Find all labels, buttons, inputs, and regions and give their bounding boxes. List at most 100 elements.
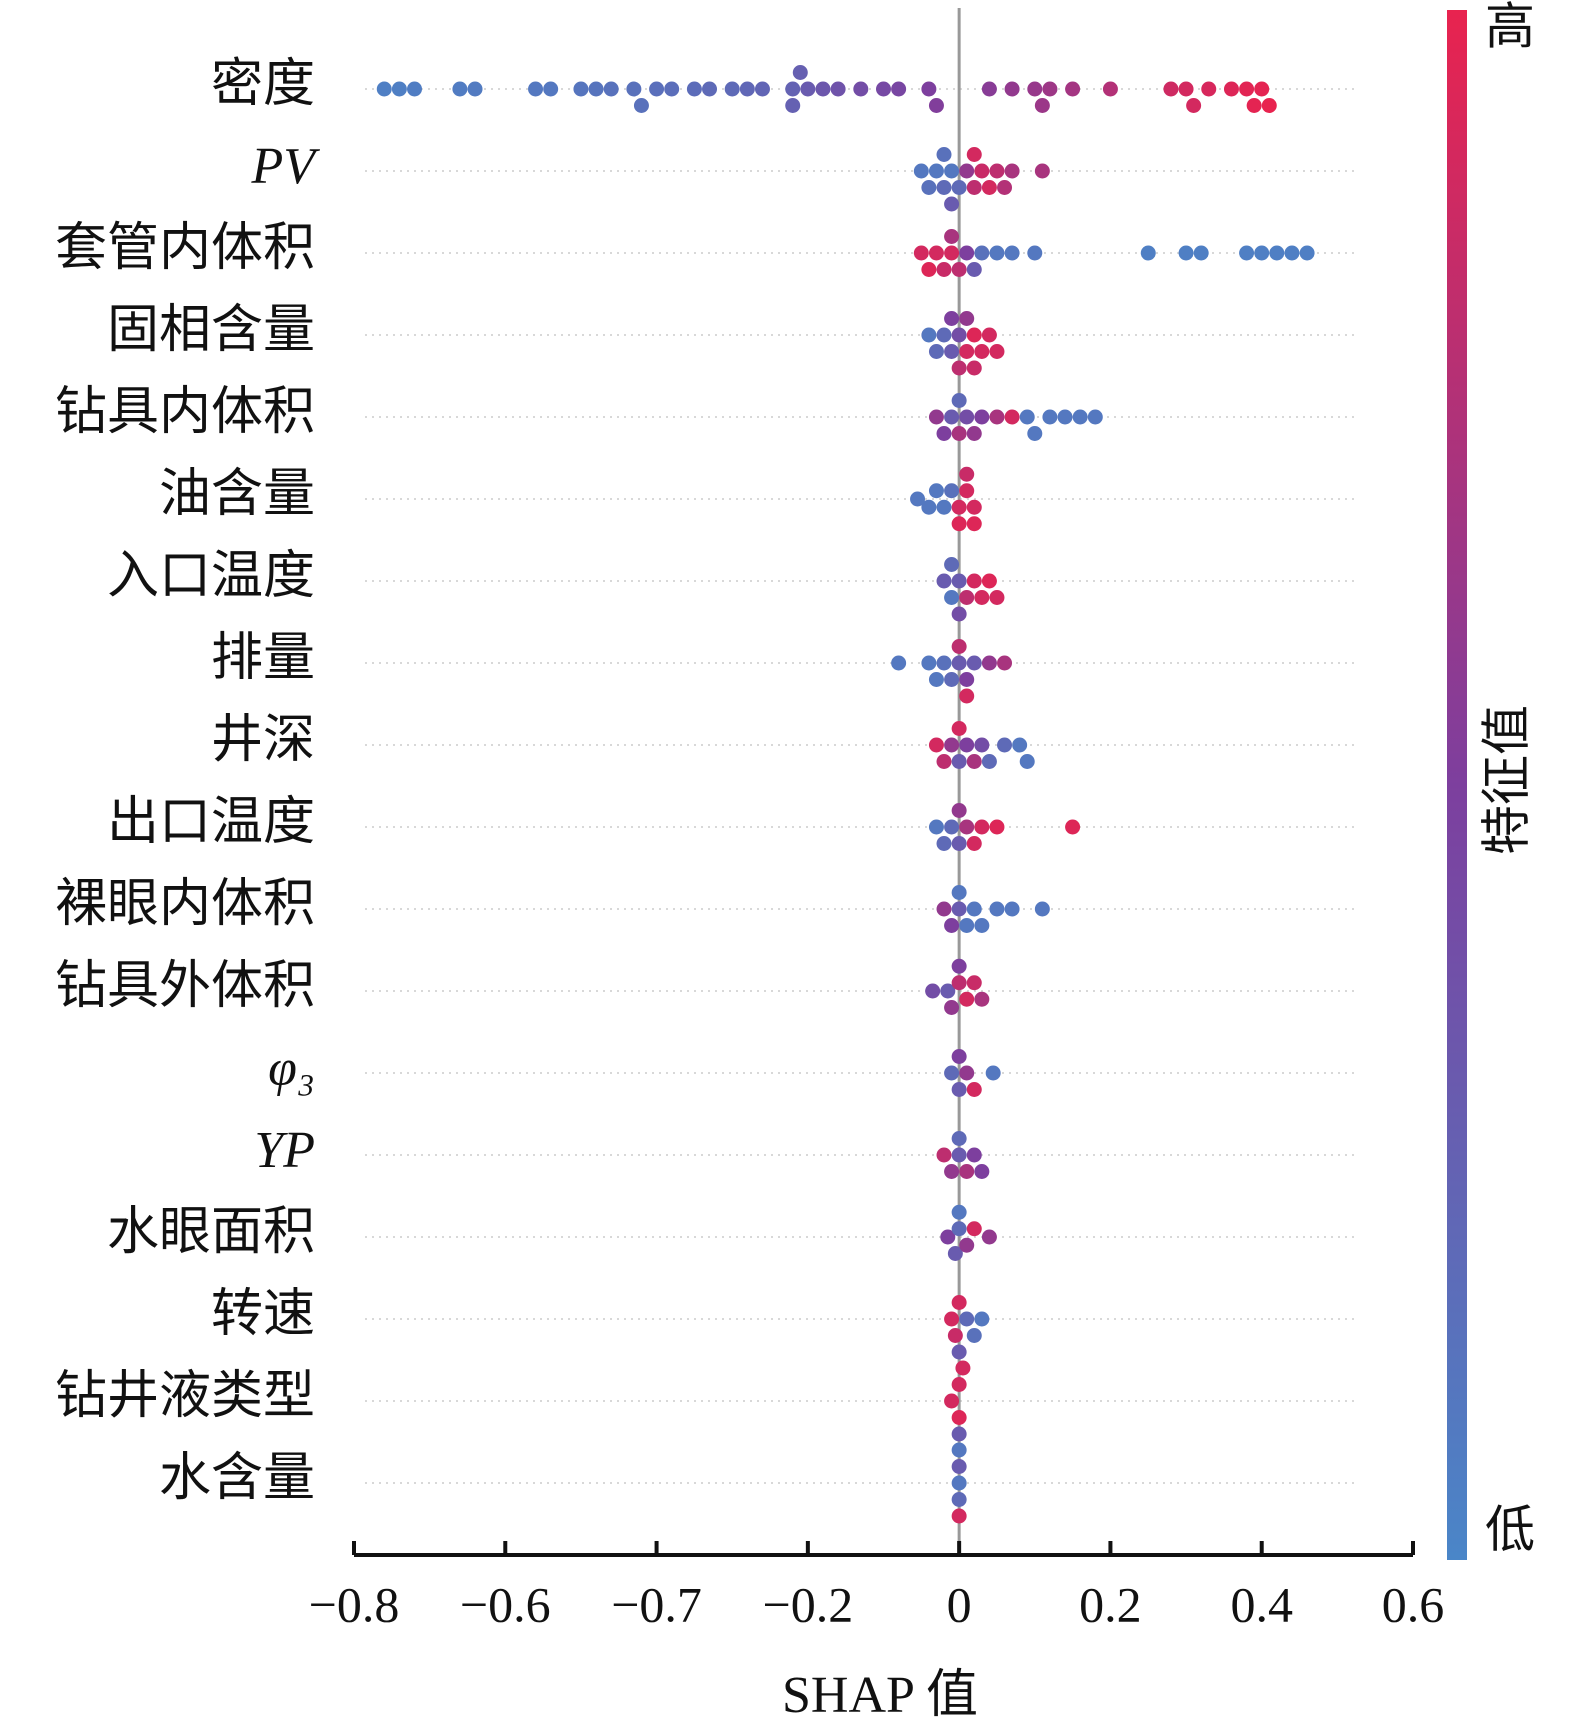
shap-point xyxy=(951,975,967,991)
shap-point xyxy=(1065,819,1081,835)
shap-point xyxy=(951,958,967,974)
shap-point xyxy=(1284,245,1300,261)
x-tick-label: 0.2 xyxy=(1079,1576,1142,1632)
shap-point xyxy=(928,737,944,753)
shap-point xyxy=(944,483,960,499)
shap-point xyxy=(997,737,1013,753)
shap-point xyxy=(603,81,619,97)
shap-point xyxy=(944,1311,960,1327)
shap-point xyxy=(959,672,975,687)
x-tick-label: −0.6 xyxy=(460,1576,551,1632)
shap-point xyxy=(928,245,944,261)
shap-point xyxy=(944,918,960,933)
shap-point xyxy=(1042,409,1058,425)
shap-point xyxy=(1223,81,1239,97)
shap-point xyxy=(1027,245,1043,261)
shap-point xyxy=(928,672,944,687)
shap-point xyxy=(925,983,941,999)
shap-point xyxy=(951,1442,967,1458)
shap-point xyxy=(928,98,944,113)
x-tick-label: −0.8 xyxy=(309,1576,400,1632)
shap-point xyxy=(966,360,982,376)
shap-point xyxy=(376,81,392,97)
shap-point xyxy=(951,1204,967,1220)
shap-point xyxy=(959,819,975,835)
shap-point xyxy=(951,655,967,671)
shap-point xyxy=(936,426,952,441)
shap-point xyxy=(1140,245,1156,261)
shap-point xyxy=(981,81,997,97)
shap-point xyxy=(951,901,967,917)
shap-point xyxy=(1034,901,1050,917)
shap-point xyxy=(921,262,937,277)
shap-point xyxy=(951,606,967,622)
shap-point xyxy=(959,590,975,605)
shap-point xyxy=(928,163,944,179)
shap-point xyxy=(974,819,990,835)
feature-label: 固相含量 xyxy=(107,302,315,359)
shap-point xyxy=(989,901,1005,917)
shap-point xyxy=(997,655,1013,671)
shap-point xyxy=(1034,98,1050,113)
shap-point xyxy=(974,737,990,753)
shap-point xyxy=(1072,409,1088,425)
feature-label: 裸眼内体积 xyxy=(55,876,315,933)
feature-label: 排量 xyxy=(211,630,315,687)
shap-point xyxy=(974,409,990,425)
shap-point xyxy=(944,196,960,212)
shap-point xyxy=(1163,81,1179,97)
shap-point xyxy=(528,81,544,97)
shap-point xyxy=(966,499,982,515)
shap-point xyxy=(966,573,982,589)
shap-point xyxy=(951,721,967,736)
colorbar-low-label: 低 xyxy=(1485,1501,1535,1557)
shap-point xyxy=(966,754,982,769)
shap-point xyxy=(959,344,975,359)
feature-label: PV xyxy=(250,138,320,195)
shap-point xyxy=(1201,81,1217,97)
shap-point xyxy=(936,836,952,851)
shap-point xyxy=(815,81,831,97)
shap-point xyxy=(951,1221,967,1237)
shap-point xyxy=(1269,245,1285,261)
shap-point xyxy=(966,836,982,851)
x-tick-label: 0 xyxy=(947,1576,972,1632)
shap-point xyxy=(951,836,967,851)
shap-point xyxy=(936,573,952,589)
shap-point xyxy=(966,262,982,277)
feature-label: 水含量 xyxy=(159,1450,315,1507)
shap-point xyxy=(921,499,937,515)
shap-point xyxy=(921,81,937,97)
shap-point xyxy=(940,983,956,999)
shap-point xyxy=(921,655,937,671)
shap-point xyxy=(944,229,960,244)
shap-point xyxy=(951,754,967,769)
shap-point xyxy=(959,737,975,753)
shap-point xyxy=(981,327,997,343)
shap-point xyxy=(1299,245,1315,261)
shap-point xyxy=(1178,245,1194,261)
shap-point xyxy=(959,409,975,425)
shap-point xyxy=(959,483,975,499)
shap-point xyxy=(891,655,907,671)
x-tick-label: −0.7 xyxy=(611,1576,702,1632)
shap-point xyxy=(974,1311,990,1327)
shap-point xyxy=(891,81,907,97)
feature-label: YP xyxy=(254,1122,315,1179)
shap-point xyxy=(1012,737,1028,753)
shap-point xyxy=(1042,81,1058,97)
shap-point xyxy=(951,1410,967,1425)
colorbar xyxy=(1447,10,1467,1560)
shap-point xyxy=(951,393,967,408)
feature-label: 钻井液类型 xyxy=(55,1368,315,1425)
shap-point xyxy=(1186,98,1202,113)
shap-point xyxy=(951,573,967,589)
shap-point xyxy=(951,1147,967,1163)
shap-point xyxy=(1261,98,1277,113)
shap-point xyxy=(981,754,997,769)
shap-point xyxy=(785,81,801,97)
shap-point xyxy=(951,639,967,654)
x-tick-label: 0.6 xyxy=(1382,1576,1445,1632)
shap-point xyxy=(959,1237,975,1253)
shap-point xyxy=(959,991,975,1007)
